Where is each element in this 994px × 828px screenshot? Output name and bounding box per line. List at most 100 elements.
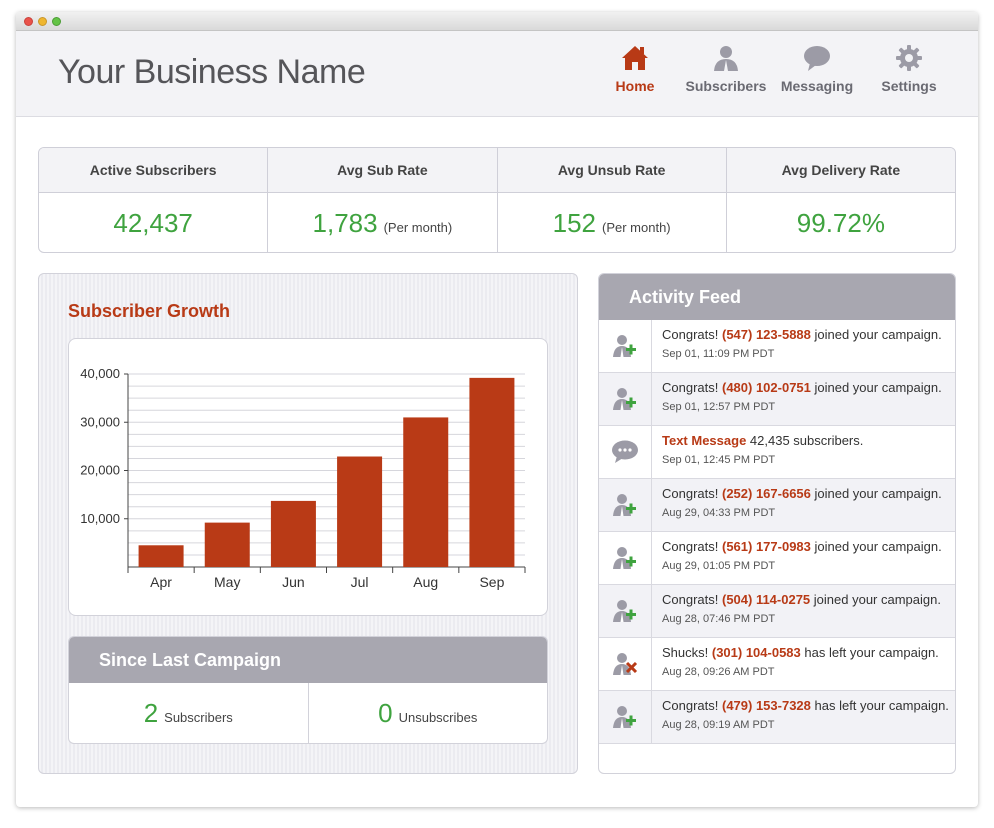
feed-item-suffix: joined your campaign. [810,486,942,501]
title-bar [16,12,978,31]
chart-x-tick-label: Jun [282,574,305,590]
nav-subscribers-label: Subscribers [685,78,767,94]
chart-x-tick-label: Apr [150,574,172,590]
chart-x-tick-label: Jul [351,574,369,590]
stat-value: 42,437 [113,208,193,238]
since-last-campaign: Since Last Campaign 2 Subscribers 0 Unsubs… [68,636,548,744]
feed-item: Congrats! (480) 102-0751 joined your cam… [599,373,955,426]
feed-item-text: Congrats! (480) 102-0751 joined your cam… [652,373,942,425]
feed-item-highlight[interactable]: (504) 114-0275 [721,592,811,607]
stat-unit: (Per month) [383,220,453,235]
stat-unit: (Per month) [602,220,671,235]
feed-item-prefix: Congrats! [662,698,722,713]
chart-bar [138,545,184,567]
stat-value: 152 [552,208,596,238]
chart-y-tick-label: 10,000 [80,511,120,526]
feed-item-suffix: has left your campaign. [800,645,939,660]
chart-bar [337,456,383,567]
nav-home-label: Home [615,78,655,94]
feed-item-time: Sep 01, 11:09 PM PDT [662,348,775,360]
campaign-subscribers-label: Subscribers [164,710,233,725]
feed-item-suffix: 42,435 subscribers. [746,433,864,448]
feed-item-time: Aug 28, 09:19 AM PDT [662,719,775,731]
feed-item-time: Aug 29, 04:33 PM PDT [662,507,776,519]
feed-item-time: Aug 28, 09:26 AM PDT [662,666,775,678]
feed-item-message: Congrats! (252) 167-6656 joined your cam… [662,486,942,501]
speech-bubble-icon [804,46,830,71]
stat-value: 99.72% [796,208,885,238]
feed-item-suffix: joined your campaign. [810,380,942,395]
nav-home[interactable]: Home [590,43,680,94]
stat-label: Avg Delivery Rate [726,148,955,193]
feed-item: Congrats! (547) 123-5888 joined your cam… [599,320,955,373]
feed-item-highlight[interactable]: (480) 102-0751 [721,380,811,395]
feed-item-text: Congrats! (479) 153-7328 has left your c… [652,691,949,743]
subscriber-growth-title: Subscriber Growth [68,301,231,321]
feed-item-text: Text Message 42,435 subscribers. Sep 01, … [652,426,863,478]
nav-messaging[interactable]: Messaging [772,43,862,94]
feed-item-suffix: joined your campaign. [810,327,942,342]
user-add-icon [599,479,652,531]
chart-bar [403,417,449,567]
stat-active-subscribers: Active Subscribers 42,437 [39,148,269,252]
nav-settings[interactable]: Settings [864,43,954,94]
feed-item-time: Sep 01, 12:57 PM PDT [662,401,776,413]
feed-item-time: Aug 29, 01:05 PM PDT [662,560,776,572]
feed-item-prefix: Congrats! [662,380,722,395]
nav-messaging-label: Messaging [780,78,854,94]
chart-x-tick-label: Aug [413,574,438,590]
chart-bar [469,377,515,567]
feed-item-text: Congrats! (561) 177-0983 joined your cam… [652,532,942,584]
feed-item-highlight[interactable]: (252) 167-6656 [721,486,811,501]
feed-item-prefix: Congrats! [662,592,722,607]
feed-item-highlight[interactable]: (547) 123-5888 [721,327,811,342]
close-window-button[interactable] [24,17,33,26]
feed-item-message: Text Message 42,435 subscribers. [662,433,863,448]
user-add-icon [599,320,652,372]
feed-item-message: Shucks! (301) 104-0583 has left your cam… [662,645,939,660]
feed-item-suffix: joined your campaign. [810,539,942,554]
nav-subscribers[interactable]: Subscribers [681,43,771,94]
feed-item-prefix: Congrats! [662,539,722,554]
maximize-window-button[interactable] [52,17,61,26]
activity-feed-list: Congrats! (547) 123-5888 joined your cam… [599,320,955,744]
activity-feed: Activity Feed Congrats! (547) 123-5888 j… [598,273,956,774]
campaign-unsubscribes: 0 Unsubscribes [309,683,548,743]
feed-item: Shucks! (301) 104-0583 has left your cam… [599,638,955,691]
chart-y-tick-label: 30,000 [80,414,120,429]
minimize-window-button[interactable] [38,17,47,26]
stat-label: Avg Unsub Rate [497,148,726,193]
feed-item-suffix: has left your campaign. [810,698,949,713]
activity-feed-title: Activity Feed [599,274,955,320]
campaign-unsubscribes-value: 0 [378,698,393,728]
chart-x-tick-label: May [214,574,240,590]
campaign-subscribers-value: 2 [143,698,159,728]
chart-y-tick-label: 40,000 [80,366,120,381]
feed-item: Congrats! (504) 114-0275 joined your cam… [599,585,955,638]
user-add-icon [599,373,652,425]
chart-y-tick-label: 20,000 [80,463,120,478]
feed-item-time: Sep 01, 12:45 PM PDT [662,454,776,466]
chat-bubble-icon [599,426,652,478]
header: Your Business Name Home Subscribers Mess… [16,31,978,117]
feed-item-message: Congrats! (504) 114-0275 joined your cam… [662,592,941,607]
feed-item-highlight[interactable]: (479) 153-7328 [721,698,811,713]
user-icon [714,46,738,71]
feed-item: Congrats! (479) 153-7328 has left your c… [599,691,955,744]
campaign-unsubscribes-label: Unsubscribes [398,710,478,725]
stat-label: Avg Sub Rate [268,148,497,193]
user-remove-icon [599,638,652,690]
stat-avg-delivery-rate: Avg Delivery Rate 99.72% [726,148,955,252]
feed-item-highlight[interactable]: (561) 177-0983 [721,539,811,554]
feed-item-text: Shucks! (301) 104-0583 has left your cam… [652,638,939,690]
feed-item-message: Congrats! (547) 123-5888 joined your cam… [662,327,942,342]
feed-item-highlight[interactable]: Text Message [662,433,747,448]
feed-item-highlight[interactable]: (301) 104-0583 [711,645,801,660]
feed-item: Congrats! (561) 177-0983 joined your cam… [599,532,955,585]
nav-settings-label: Settings [881,78,937,94]
stats-bar: Active Subscribers 42,437 Avg Sub Rate 1… [38,147,956,253]
feed-item-prefix: Shucks! [662,645,712,660]
chart-svg: 10,000 20,000 30,000 40,000 Apr May Jun Jul Aug S… [80,366,526,590]
feed-item-message: Congrats! (479) 153-7328 has left your c… [662,698,949,713]
user-add-icon [599,691,652,743]
